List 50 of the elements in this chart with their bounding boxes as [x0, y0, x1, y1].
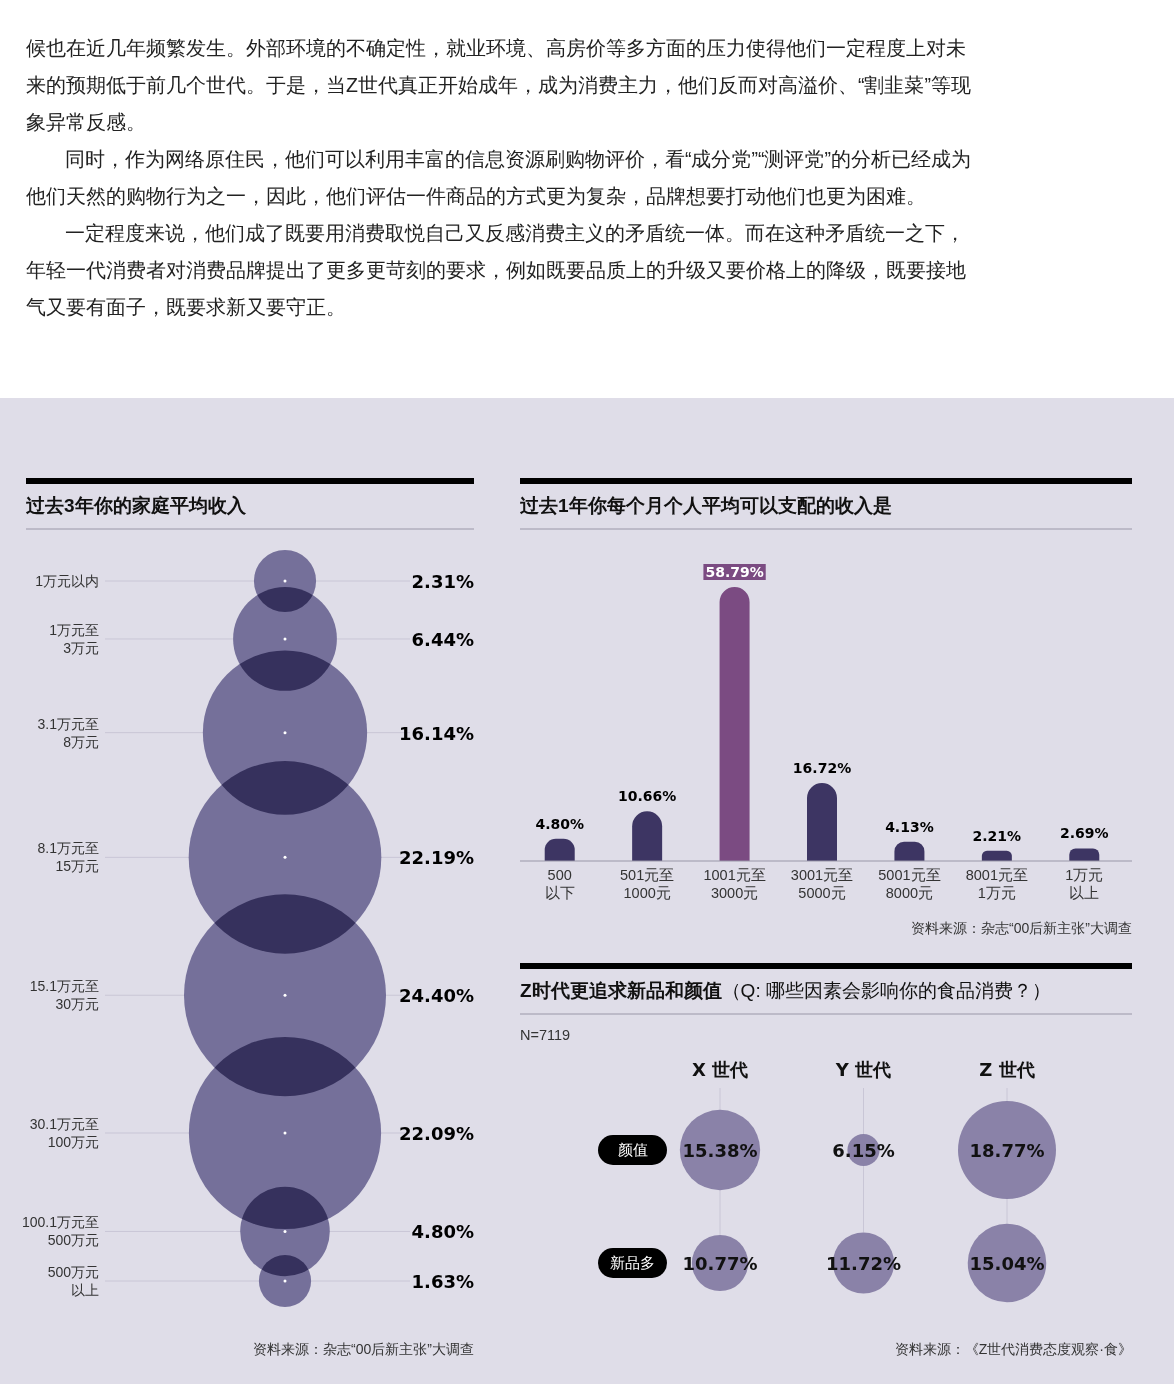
- data-label: 4.80%: [411, 1221, 474, 1243]
- x-tick-label: 8001元至1万元: [965, 867, 1028, 901]
- text: 资料来源：杂志“00后新主张”大调查: [253, 1341, 474, 1357]
- text: 颜值: [617, 1142, 648, 1158]
- data-label: 15.38%: [682, 1140, 758, 1161]
- text: N=7119: [520, 1027, 571, 1043]
- data-label: 2.31%: [411, 571, 474, 592]
- data-label: 15.04%: [969, 1253, 1045, 1274]
- x-tick-label: 1万元以上: [1065, 867, 1104, 901]
- x-tick-label: 3001元至5000元: [790, 867, 854, 901]
- data-label: 4.13%: [885, 818, 934, 835]
- category-label: 3.1万元至8万元: [37, 715, 99, 750]
- data-label: 2.21%: [972, 827, 1022, 844]
- category-label: Z 世代: [979, 1059, 1035, 1080]
- category-label: 8.1万元至15万元: [37, 840, 99, 875]
- data-label: 16.72%: [792, 760, 852, 777]
- data-label: 1.63%: [411, 1271, 474, 1292]
- text: 候也在近几年频繁发生。外部环境的不确定性，就业环境、高房价等多方面的压力使得他们一定程度上对未来的预期低于前几个世代。于是，当Z世代真正开始成年，成为消费主力，他们反而对高溢价、“割韭菜”等现象异常反感。: [26, 36, 972, 135]
- category-label: 100.1万元至500万元: [21, 1214, 99, 1249]
- data-label: 22.19%: [399, 847, 474, 869]
- data-label: 4.80%: [535, 815, 584, 832]
- data-label: 16.14%: [399, 722, 474, 744]
- data-label: 24.40%: [399, 985, 474, 1007]
- text: 新品多: [610, 1255, 655, 1271]
- x-tick-label: 501元至1000元: [620, 867, 675, 901]
- text: （Q: 哪些因素会影响你的食品消费？）: [721, 980, 1051, 1001]
- x-tick-label: 5001元至8000元: [878, 867, 941, 901]
- data-label: 22.09%: [399, 1122, 474, 1144]
- category-label: Y 世代: [834, 1059, 892, 1080]
- x-tick-label: 500以下: [544, 867, 575, 901]
- category-label: X 世代: [691, 1059, 749, 1080]
- text: 资料来源：《Z世代消费态度观察·食》: [894, 1341, 1132, 1357]
- category-label: 1万元至3万元: [49, 621, 99, 656]
- text: 资料来源：杂志“00后新主张”大调查: [911, 920, 1132, 936]
- data-label: 6.44%: [411, 628, 474, 650]
- text: 一定程度来说，他们成了既要用消费取悦自己又反感消费主义的矛盾统一体。而在这种矛盾统一之下，年轻一代消费者对消费品牌提出了更多更苛刻的要求，例如既要品质上的升级又要价格上的降级，既要接地气又要有面子，既要求新又要守正。: [26, 221, 967, 320]
- chart-title: 过去1年你每个月个人平均可以支配的收入是: [519, 495, 892, 516]
- category-label: 30.1万元至100万元: [29, 1115, 99, 1150]
- data-label: 18.77%: [969, 1140, 1045, 1161]
- data-label: 6.15%: [832, 1140, 895, 1161]
- text: 过去3年你的家庭平均收入: [25, 495, 247, 516]
- data-label: 10.66%: [617, 788, 677, 805]
- text: Z时代更追求新品和颜值: [520, 980, 722, 1001]
- data-label: 2.69%: [1060, 825, 1109, 842]
- category-label: 500万元以上: [47, 1264, 99, 1298]
- category-label: 1万元以内: [35, 573, 99, 589]
- x-tick-label: 1001元至3000元: [703, 867, 766, 901]
- category-label: 15.1万元至30万元: [29, 978, 99, 1013]
- text: 同时，作为网络原住民，他们可以利用丰富的信息资源刷购物评价，看“成分党”“测评党”的分析已经成为他们天然的购物行为之一，因此，他们评估一件商品的方式更为复杂，品牌想要打动他们也更为困难。: [26, 147, 972, 209]
- data-label: 58.79%: [705, 564, 764, 580]
